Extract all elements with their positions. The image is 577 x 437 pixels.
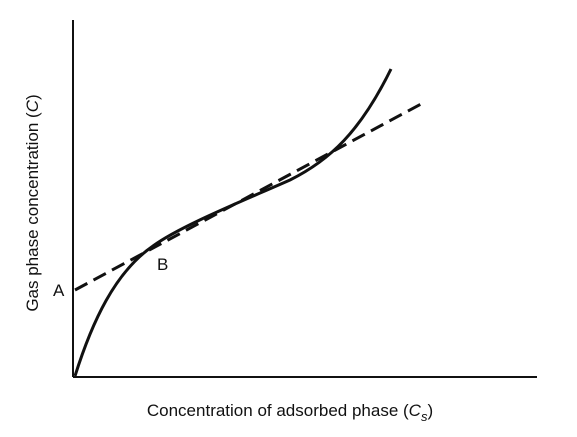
y-axis-title-symbol: C (23, 99, 42, 112)
x-axis-title-subscript: s (421, 409, 428, 424)
y-axis-title-suffix: ) (23, 94, 42, 100)
x-axis-title: Concentration of adsorbed phase (Cs) (147, 401, 433, 424)
x-axis-title-suffix: ) (427, 401, 433, 420)
x-axis-title-prefix: Concentration of adsorbed phase ( (147, 401, 409, 420)
point-label-a: A (53, 281, 65, 300)
point-label-b: B (157, 255, 168, 274)
y-axis-title: Gas phase concentration (C) (23, 94, 42, 311)
y-axis-title-prefix: Gas phase concentration ( (23, 112, 42, 312)
isotherm-curve (73, 68, 393, 377)
x-axis-title-symbol: C (409, 401, 422, 420)
